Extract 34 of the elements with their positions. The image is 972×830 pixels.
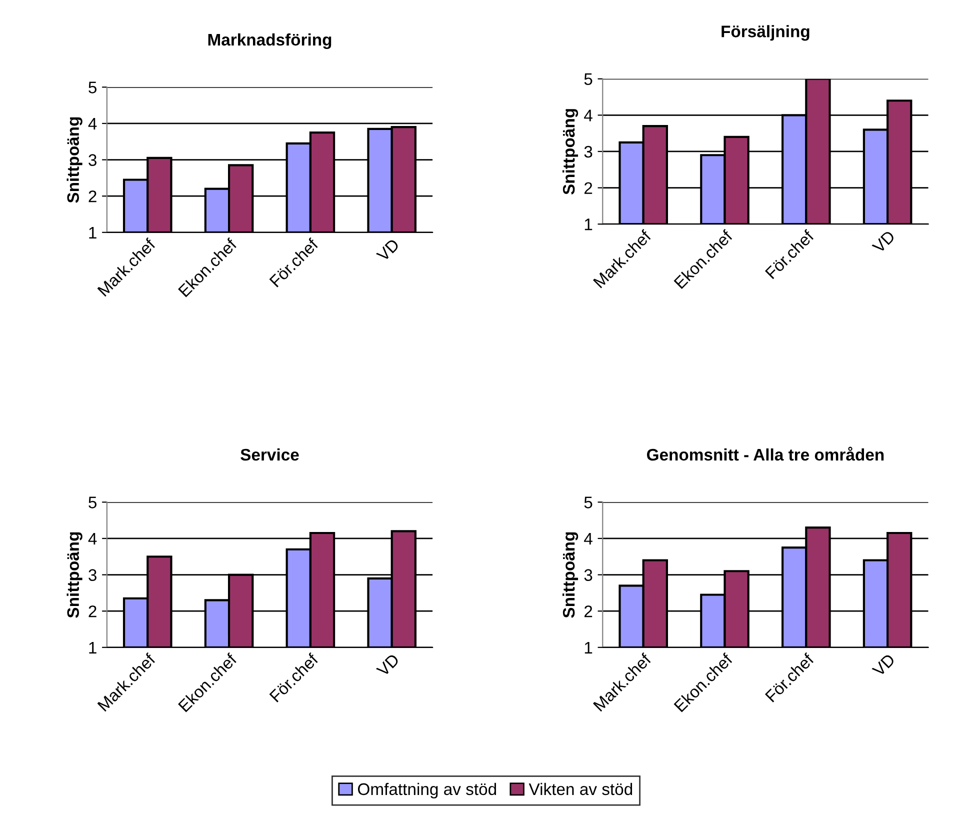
chart-title: Genomsnitt - Alla tre områden bbox=[646, 446, 884, 461]
y-tick-label: 4 bbox=[584, 110, 592, 122]
y-tick-label: 5 bbox=[584, 496, 592, 508]
legend-label: Omfattning av stöd bbox=[358, 782, 496, 798]
y-tick-label: 5 bbox=[88, 82, 96, 94]
x-tick-label: VD bbox=[872, 653, 896, 678]
x-tick-label: VD bbox=[872, 230, 896, 254]
y-tick-label: 5 bbox=[584, 73, 592, 86]
y-tick-label: 1 bbox=[89, 226, 96, 238]
y-tick-label: 2 bbox=[88, 190, 96, 202]
y-tick-label: 1 bbox=[89, 642, 96, 654]
y-tick-label: 3 bbox=[584, 146, 592, 158]
y-axis-title: Snittpoäng bbox=[66, 532, 82, 618]
chart-title: Försäljning bbox=[722, 25, 810, 41]
y-tick-label: 1 bbox=[584, 642, 592, 654]
y-tick-label: 3 bbox=[584, 569, 592, 581]
y-tick-label: 4 bbox=[584, 533, 592, 544]
y-axis-title: Snittpoäng bbox=[66, 117, 82, 203]
chart-title: Marknadsföring bbox=[208, 33, 332, 50]
x-tick-label: VD bbox=[376, 238, 400, 262]
x-tick-label: VD bbox=[376, 653, 400, 678]
y-axis-title: Snittpoäng bbox=[562, 109, 578, 194]
chart-title: Service bbox=[240, 448, 299, 461]
y-tick-label: 2 bbox=[584, 605, 592, 618]
legend-label: Vikten av stöd bbox=[528, 782, 632, 796]
y-tick-label: 5 bbox=[88, 496, 96, 508]
y-tick-label: 3 bbox=[88, 569, 96, 581]
y-tick-label: 2 bbox=[88, 605, 96, 618]
y-tick-label: 4 bbox=[88, 533, 97, 544]
y-axis-title: Snittpoäng bbox=[562, 532, 578, 618]
y-tick-label: 2 bbox=[584, 182, 592, 194]
y-tick-label: 1 bbox=[584, 218, 592, 230]
y-tick-label: 4 bbox=[88, 118, 97, 130]
y-tick-label: 3 bbox=[88, 154, 96, 166]
